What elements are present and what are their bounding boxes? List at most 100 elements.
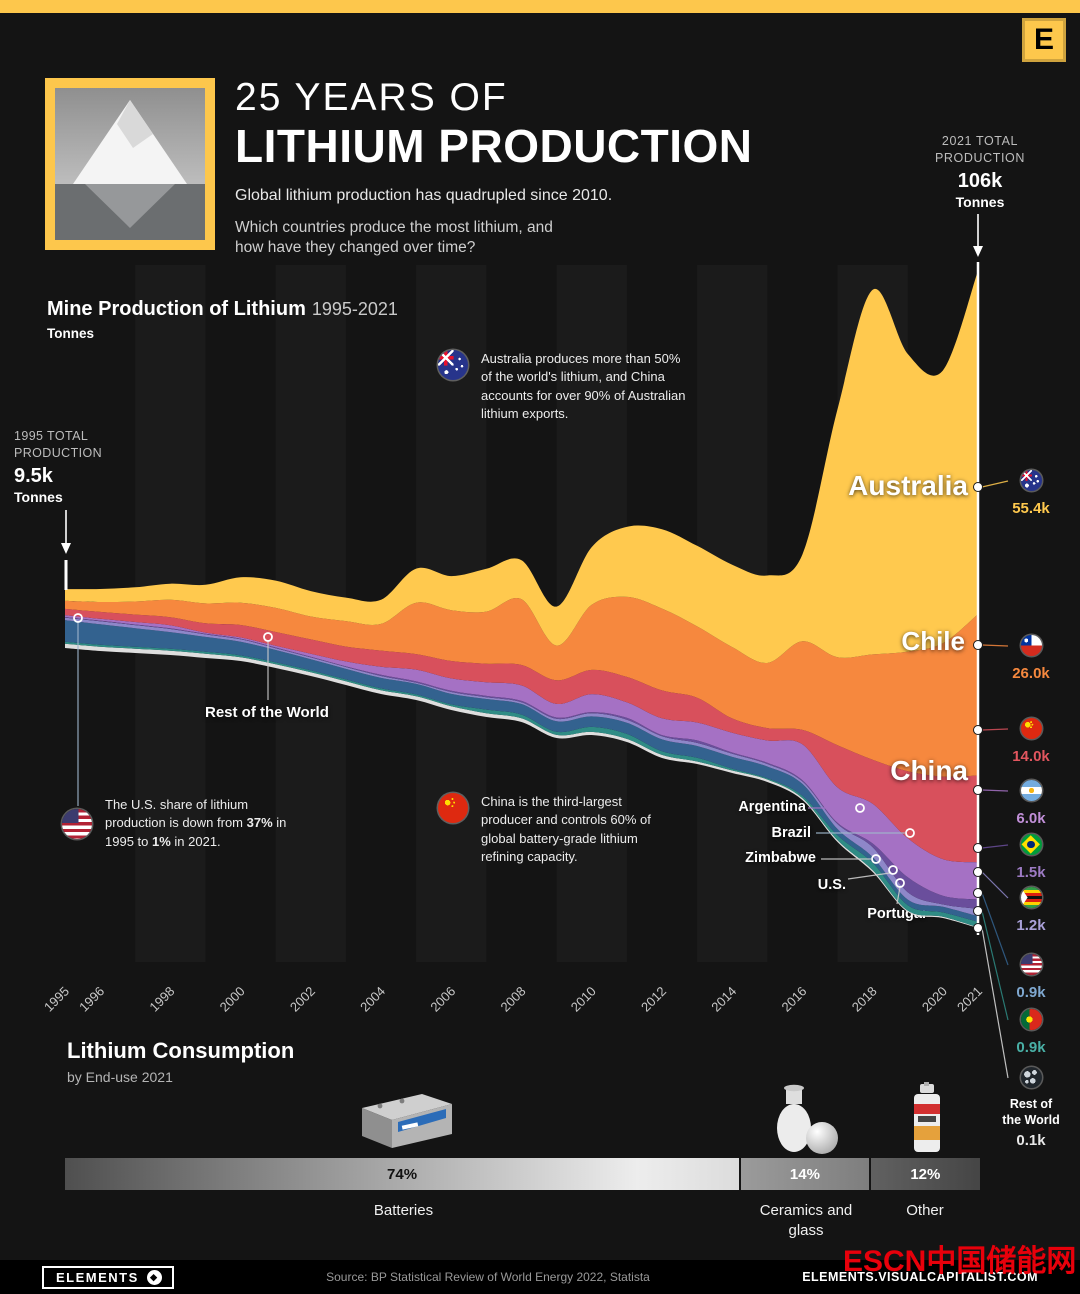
brazil-flag-icon: [1020, 834, 1042, 855]
legend-label-rest-of-world: Rest of the World: [1002, 1097, 1060, 1127]
site-link[interactable]: ELEMENTS.VISUALCAPITALIST.COM: [802, 1270, 1038, 1284]
china-note-text: China is the third-largest producer and …: [481, 794, 651, 865]
callout-ring: [895, 878, 905, 888]
callout-ring: [263, 632, 273, 642]
title-line-2: LITHIUM PRODUCTION: [235, 119, 753, 172]
label-batteries: Batteries: [373, 1202, 434, 1219]
label-other: Other: [906, 1202, 944, 1219]
australia-flag-icon: [1020, 470, 1042, 491]
legend-item-zimbabwe: 1.2k: [996, 887, 1066, 934]
total-2021-callout: 2021 TOTAL PRODUCTION 106k Tonnes: [925, 133, 1035, 210]
area-china: [65, 608, 978, 863]
line-dot-rest-of-the-world: [973, 923, 983, 933]
line-dot-us: [973, 888, 983, 898]
x-axis-tick: 2012: [638, 984, 669, 1015]
legend-value-portugal: 0.9k: [1016, 1039, 1046, 1056]
segment-batteries: 74%: [65, 1158, 742, 1190]
x-axis-tick: 2018: [849, 984, 880, 1015]
total-2021-value: 106k: [957, 169, 1003, 192]
chart-unit: Tonnes: [47, 326, 94, 341]
area-label-australia: Australia: [848, 470, 968, 501]
us-flag-icon: [62, 808, 92, 839]
consumption-subtitle: by End-use 2021: [67, 1069, 173, 1085]
globe-icon: [1020, 1067, 1042, 1088]
portugal-flag-icon: [1020, 1009, 1042, 1030]
subtitle-1: Global lithium production has quadrupled…: [235, 187, 613, 205]
x-axis-tick: 2016: [778, 984, 809, 1015]
total-1995-label: 1995 TOTAL PRODUCTION: [14, 429, 103, 460]
x-axis-tick: 2000: [217, 984, 248, 1015]
source-credit: Source: BP Statistical Review of World E…: [326, 1270, 650, 1284]
arrow-1995-head: [61, 543, 71, 554]
legend-value-us: 0.9k: [1016, 984, 1046, 1001]
x-axis-tick: 2006: [427, 984, 458, 1015]
total-2021-unit: Tonnes: [955, 193, 1005, 210]
australia-flag-icon: [438, 350, 468, 380]
legend-item-us: 0.9k: [996, 954, 1066, 1001]
area-label-rest-of-world: Rest of the World: [205, 704, 329, 721]
total-1995-unit: Tonnes: [14, 488, 63, 505]
total-1995-callout: 1995 TOTAL PRODUCTION 9.5k Tonnes: [14, 428, 134, 505]
escn-watermark: ESCN中国储能网: [843, 1245, 1077, 1278]
legend-item-argentina: 6.0k: [996, 780, 1066, 827]
legend-item-rest-of-world: Rest of the World 0.1k: [996, 1067, 1066, 1149]
lithium-mound-photo-art: [55, 88, 205, 240]
elements-logo[interactable]: ELEMENTS ◆: [42, 1265, 174, 1289]
legend-connector: [981, 844, 1009, 849]
legend-connector: [981, 910, 1009, 1021]
legend-value-rest-of-world: 0.1k: [1016, 1132, 1046, 1150]
china-flag-icon: [438, 793, 468, 823]
x-axis-tick: 2008: [498, 984, 529, 1015]
arrow-2021-head: [973, 246, 983, 257]
china-flag-icon: [1020, 718, 1042, 739]
line-dot-portugal: [973, 906, 983, 916]
consumption-bar: 74% 14% 12%: [65, 1158, 980, 1190]
zimbabwe-flag-icon: [1020, 887, 1042, 908]
legend-connector: [981, 927, 1009, 1079]
x-axis-tick: 2014: [708, 984, 739, 1015]
consumption-title: Lithium Consumption: [67, 1038, 295, 1063]
elements-e-logo[interactable]: E: [1022, 18, 1066, 62]
line-dot-zimbabwe: [973, 867, 983, 877]
segment-ceramics: 14%: [741, 1158, 871, 1190]
callout-ring: [905, 828, 915, 838]
elements-logo-label: ELEMENTS: [56, 1269, 139, 1285]
lithium-photo: [45, 78, 215, 250]
tick-1995: [64, 560, 68, 590]
ceramics-glass-icon: [770, 1078, 842, 1161]
australia-note-text: Australia produces more than 50% of the …: [481, 351, 686, 422]
x-axis-tick: 1995: [41, 984, 72, 1015]
line-dot-chile: [973, 640, 983, 650]
legend-connector: [981, 892, 1009, 966]
segment-other: 12%: [870, 1158, 980, 1190]
chile-flag-icon: [1020, 635, 1042, 656]
legend-value-china: 14.0k: [1012, 748, 1050, 765]
argentina-flag-icon: [1020, 780, 1042, 801]
legend-value-brazil: 1.5k: [1016, 864, 1046, 881]
x-axis-tick: 1998: [146, 984, 177, 1015]
line-dot-argentina: [973, 785, 983, 795]
segment-other-pct: 12%: [910, 1165, 941, 1183]
battery-icon: [350, 1084, 460, 1161]
line-dot-australia: [973, 482, 983, 492]
legend-value-australia: 55.4k: [1012, 500, 1050, 517]
china-note: China is the third-largest producer and …: [438, 793, 673, 867]
legend-item-australia: 55.4k: [996, 470, 1066, 517]
elements-logo-icon: ◆: [146, 1269, 162, 1285]
callout-ring: [871, 854, 881, 864]
area-label-chile: Chile: [901, 626, 965, 656]
callout-ring: [855, 803, 865, 813]
x-axis-tick: 2004: [357, 984, 388, 1015]
legend-connector: [981, 644, 1009, 647]
line-dot-china: [973, 725, 983, 735]
australia-note: Australia produces more than 50% of the …: [438, 350, 728, 424]
total-1995-value: 9.5k: [14, 464, 53, 487]
us-note: The U.S. share of lithium production is …: [62, 796, 317, 851]
legend-connector: [981, 871, 1009, 899]
area-argentina: [65, 615, 978, 900]
callout-ring: [888, 865, 898, 875]
area-label-zimbabwe: Zimbabwe: [745, 850, 816, 866]
legend-item-brazil: 1.5k: [996, 834, 1066, 881]
subtitle-2: Which countries produce the most lithium…: [235, 219, 553, 256]
